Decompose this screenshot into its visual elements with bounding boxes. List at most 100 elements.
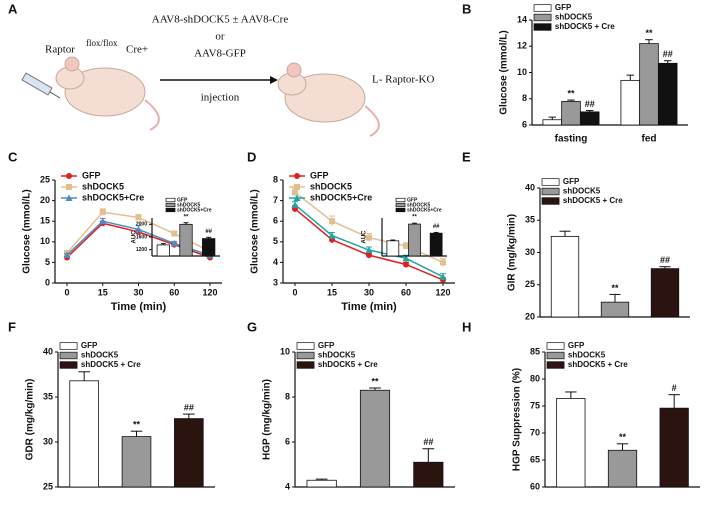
significance-marker: ** <box>611 283 619 293</box>
y-tick-label: 8 <box>273 174 278 184</box>
legend-label: GFP <box>563 177 580 186</box>
arrow-label: or <box>215 31 225 43</box>
point <box>403 242 409 249</box>
y-tick-label: 14 <box>517 14 527 24</box>
bar <box>413 461 444 488</box>
bar <box>202 238 216 257</box>
x-tick-label: 0 <box>64 287 69 297</box>
bar <box>556 398 586 488</box>
x-tick-label: 60 <box>401 287 411 297</box>
point <box>170 239 178 247</box>
point <box>403 261 409 268</box>
legend-label: shDOCK5 + Cre <box>81 360 141 369</box>
y-tick-label: 10 <box>40 236 50 246</box>
point <box>292 189 298 196</box>
significance-marker: ## <box>660 255 670 265</box>
legend-swatch <box>296 342 315 350</box>
bar <box>620 79 641 126</box>
y-tick-label: 35 <box>525 215 535 225</box>
schematic: A Raptor flox/flox Cre+ AAV8-shDOCK5 ± A… <box>8 1 434 137</box>
x-tick-label: fasting <box>555 134 588 145</box>
legend-label: shDOCK5 <box>555 13 593 22</box>
arrow-label: injection <box>201 92 240 104</box>
legend-marker <box>66 184 72 190</box>
x-tick-label: 0 <box>292 287 297 297</box>
legend-label: shDOCK5 <box>563 187 601 196</box>
legend-label: GFP <box>81 341 98 350</box>
bar <box>561 100 581 126</box>
y-tick-label: 15 <box>40 216 50 226</box>
legend-swatch <box>395 197 406 203</box>
point <box>135 214 142 221</box>
legend-swatch <box>395 202 406 208</box>
legend-label: shDOCK5 <box>318 351 356 360</box>
y-tick-label: 8 <box>522 93 527 103</box>
legend-swatch <box>546 342 565 350</box>
y-tick-label: 25 <box>43 481 53 491</box>
x-tick-label: 60 <box>169 287 179 297</box>
legend-label: shDOCK5 <box>81 351 119 360</box>
point <box>291 201 299 208</box>
significance-marker: ## <box>205 229 212 235</box>
y-tick-label: 70 <box>530 427 540 437</box>
legend-marker <box>293 194 301 201</box>
panel-letter: H <box>462 319 471 334</box>
significance-marker: ** <box>412 215 417 221</box>
y-tick-label: 60 <box>530 481 540 491</box>
y-tick-label: 8 <box>285 391 290 401</box>
bar <box>408 223 421 257</box>
y-tick-label: 20 <box>525 311 535 321</box>
legend-label: GFP <box>82 170 101 180</box>
legend-label: shDOCK5 + Cre <box>318 360 378 369</box>
legend-label: shDOCK5 + Cre <box>555 22 615 31</box>
bar <box>306 479 337 488</box>
legend-swatch <box>59 342 78 350</box>
y-tick-label: 35 <box>43 391 53 401</box>
x-tick-label: 120 <box>202 287 217 297</box>
point <box>99 209 106 216</box>
legend-marker <box>66 173 72 179</box>
y-tick-label: 80 <box>530 373 540 383</box>
panel-letter: F <box>8 319 16 334</box>
legend-swatch <box>546 351 565 360</box>
arrow-label: AAV8-shDOCK5 ± AAV8-Cre <box>152 14 289 26</box>
significance-marker: # <box>672 383 677 393</box>
source-label: Raptor <box>45 44 75 56</box>
legend-label: shDOCK5+Cre <box>82 192 144 202</box>
y-tick-label: 10 <box>280 346 290 356</box>
legend-swatch <box>395 207 406 213</box>
significance-marker: ** <box>184 214 189 220</box>
point <box>171 230 178 237</box>
legend-swatch <box>533 4 552 12</box>
y-tick-label: 6 <box>273 216 278 226</box>
y-axis-label: HGP Suppression (%) <box>512 368 523 471</box>
legend-label: shDOCK5 <box>310 181 352 191</box>
legend-swatch <box>533 13 552 22</box>
y-tick-label: 30 <box>525 247 535 257</box>
inset-y-label: AUC <box>362 230 368 244</box>
bar <box>659 407 689 488</box>
panel-letter: C <box>8 149 18 164</box>
bar <box>607 449 638 488</box>
x-tick-label: 120 <box>435 287 450 297</box>
x-axis-label: Time (min) <box>341 301 397 313</box>
point <box>328 232 336 239</box>
source-superscript: Cre+ <box>126 44 148 56</box>
legend-marker <box>294 173 300 179</box>
significance-marker: ** <box>619 432 627 442</box>
y-tick-label: 10 <box>517 67 527 77</box>
arrow-label: AAV8-GFP <box>194 48 246 60</box>
significance-marker: ** <box>133 420 141 430</box>
legend-label: shDOCK5 <box>568 351 606 360</box>
point <box>366 234 372 241</box>
y-tick-label: 20 <box>40 195 50 205</box>
point <box>365 246 373 254</box>
x-tick-label: fed <box>642 134 657 145</box>
panel-letter: G <box>247 319 257 334</box>
legend-label: shDOCK5 <box>82 181 124 191</box>
y-tick-label: 4 <box>273 257 278 267</box>
arrow-head <box>270 76 278 84</box>
legend-label: shDOCK5 + Cre <box>563 196 623 205</box>
x-tick-label: 15 <box>98 287 108 297</box>
